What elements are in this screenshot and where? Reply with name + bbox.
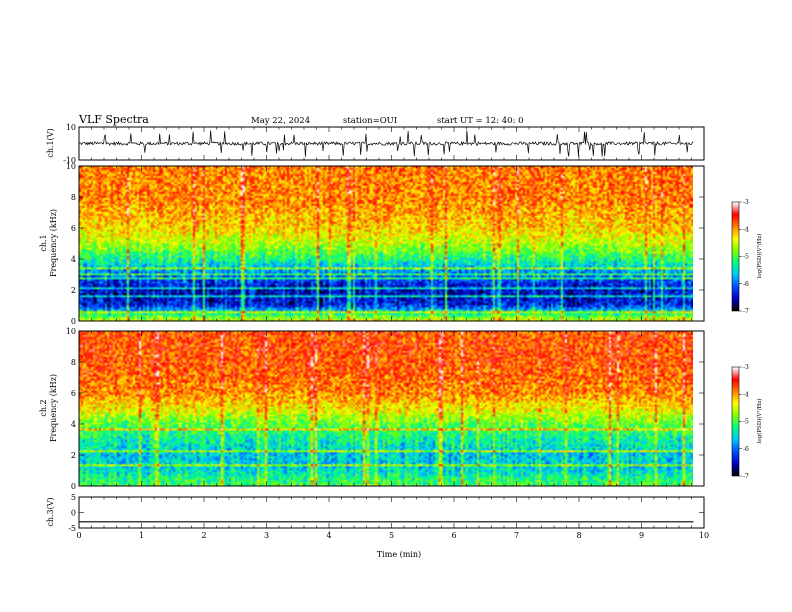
x-tick-label: 5 (389, 531, 394, 540)
y-tick-label: 0 (71, 317, 76, 326)
y-tick-label: 0 (71, 482, 76, 491)
ch1-waveform-trace (78, 130, 694, 157)
ch2-colorbar-ticks: -3 -4 -5 -6 -7 (739, 364, 749, 480)
ch3-waveform-xticks: 0 1 2 3 4 5 6 7 8 9 10 (76, 497, 709, 540)
colorbar-tick-label: -5 (743, 419, 749, 426)
y-tick-label: 0 (71, 509, 76, 518)
figure-title: VLF Spectra (78, 113, 149, 126)
ch1-waveform-xticks (78, 127, 705, 160)
colorbar-tick-label: -6 (743, 446, 749, 453)
y-tick-label: 4 (71, 255, 76, 264)
ch1-waveform-yticks: 10 -10 (63, 123, 704, 165)
time-axis-label: Time (min) (377, 550, 421, 559)
x-tick-label: 1 (139, 531, 144, 540)
colorbar-tick-label: -3 (743, 199, 749, 206)
x-tick-label: 4 (326, 531, 331, 540)
y-tick-label: 6 (71, 224, 76, 233)
ch1-spectrogram-xticks (78, 166, 705, 321)
colorbar-tick-label: -3 (743, 364, 749, 371)
y-tick-label: 2 (71, 451, 76, 460)
x-tick-label: 7 (514, 531, 519, 540)
y-tick-label: 8 (71, 358, 76, 367)
ch1-spectrogram-ylabel-frequency: Frequency (kHz) (49, 209, 58, 277)
colorbar-tick-label: -7 (743, 473, 749, 480)
y-tick-label: 6 (71, 389, 76, 398)
ch1-spectrogram-image (79, 166, 693, 321)
ch2-spectrogram-image (79, 331, 693, 486)
x-tick-label: 8 (576, 531, 581, 540)
x-tick-label: 2 (201, 531, 206, 540)
y-tick-label: 10 (66, 327, 76, 336)
ch2-spectrogram-xticks (78, 331, 705, 486)
ch2-spectrogram-ylabel-channel: ch.2 (39, 399, 48, 416)
ch1-waveform-line (78, 130, 694, 157)
y-tick-label: -10 (63, 156, 76, 165)
header-date: May 22, 2024 (251, 116, 310, 126)
y-tick-label: 4 (71, 420, 76, 429)
ch1-colorbar-label: log(PSD)(V²/Hz) (756, 234, 763, 279)
ch3-waveform-ylabel: ch.3(V) (46, 497, 55, 526)
ch1-waveform-panel: 10 -10 ch.1(V) (46, 123, 705, 165)
x-tick-label: 9 (639, 531, 644, 540)
ch3-waveform-frame (78, 496, 705, 529)
y-tick-label: 2 (71, 286, 76, 295)
x-tick-label: 6 (451, 531, 456, 540)
y-tick-label: 10 (66, 123, 76, 132)
ch1-spectrogram-ylabel-channel: ch.1 (39, 234, 48, 251)
x-tick-label: 0 (76, 531, 81, 540)
y-tick-label: 8 (71, 193, 76, 202)
ch1-waveform-ylabel: ch.1(V) (46, 128, 55, 157)
ch2-colorbar-image (732, 367, 739, 476)
ch3-waveform-panel: 50-5 0 1 2 3 4 5 6 7 8 9 10 ch.3(V) Time (min) (46, 493, 709, 559)
colorbar-tick-label: -4 (743, 391, 749, 398)
ch1-colorbar-image (732, 202, 739, 311)
y-tick-label: -5 (68, 524, 76, 533)
ch1-spectrogram-yticks: 0 2 4 6 8 10 (66, 162, 704, 326)
colorbar-tick-label: -4 (743, 226, 749, 233)
x-tick-label: 10 (699, 531, 709, 540)
header-start-ut: start UT = 12: 40: 0 (437, 116, 524, 126)
colorbar-tick-label: -5 (743, 254, 749, 261)
colorbar-tick-label: -6 (743, 281, 749, 288)
colorbar-tick-label: -7 (743, 308, 749, 315)
ch1-colorbar-ticks: -3 -4 -5 -6 -7 (739, 199, 749, 315)
y-tick-label: 5 (71, 493, 76, 502)
ch2-spectrogram-yticks: 0 2 4 6 8 10 (66, 327, 704, 491)
header-station: station=OUI (343, 116, 397, 126)
ch2-colorbar-label: log(PSD)(V²/Hz) (756, 399, 763, 444)
y-tick-label: 10 (66, 162, 76, 171)
ch2-spectrogram-ylabel-frequency: Frequency (kHz) (49, 374, 58, 442)
x-tick-label: 3 (264, 531, 269, 540)
ch3-waveform-yticks: 5 0 -5 (68, 493, 704, 533)
